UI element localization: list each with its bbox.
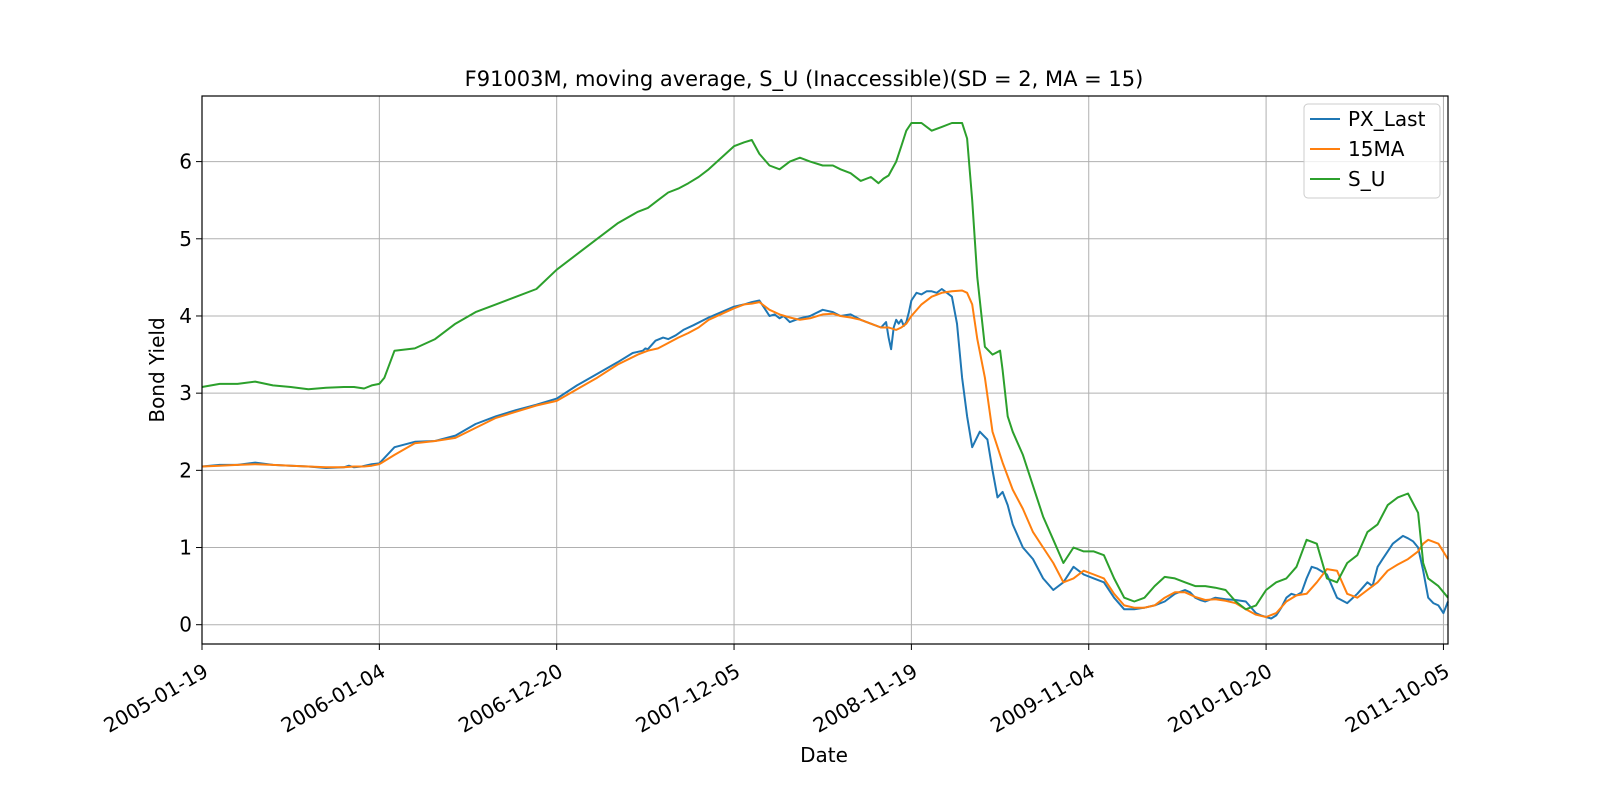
legend: PX_Last 15MA S_U xyxy=(1303,103,1441,199)
y-tick-label: 1 xyxy=(179,536,192,560)
legend-box xyxy=(1303,103,1441,199)
y-tick-label: 0 xyxy=(179,613,192,637)
series-line-15ma xyxy=(201,289,1449,618)
y-tick-label: 3 xyxy=(179,381,192,405)
y-tick-label: 2 xyxy=(179,458,192,482)
y-tick-label: 6 xyxy=(179,150,192,174)
y-tick-label: 4 xyxy=(179,304,192,328)
legend-label-s-u: S_U xyxy=(1348,167,1385,191)
chart-title: F91003M, moving average, S_U (Inaccessib… xyxy=(465,67,1144,92)
x-axis-label: Date xyxy=(800,743,848,767)
legend-label-15ma: 15MA xyxy=(1348,137,1405,161)
series-line-s-u xyxy=(201,122,1449,611)
legend-label-px-last: PX_Last xyxy=(1348,107,1426,131)
series-line-px-last xyxy=(201,288,1449,620)
y-axis-label: Bond Yield xyxy=(145,317,169,422)
y-axis: 0 1 2 3 4 5 6 xyxy=(179,150,202,637)
y-tick-label: 5 xyxy=(179,227,192,251)
series-layer xyxy=(201,122,1449,620)
plot-frame xyxy=(201,95,1449,645)
